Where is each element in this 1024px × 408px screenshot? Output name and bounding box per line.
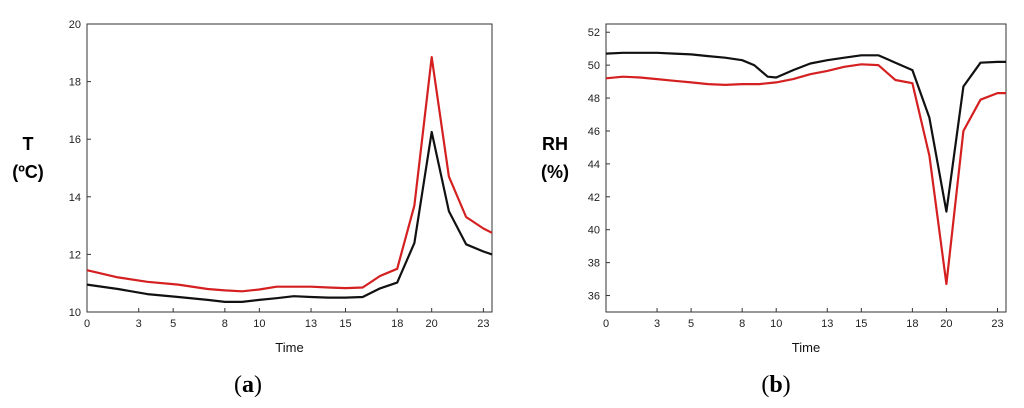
x-tick-label: 3 [136,318,142,330]
panel-label: (a) [234,372,262,398]
x-tick-label: 10 [770,318,782,330]
chart-panel-b: 0 3 5 8 10 13 15 18 20 23 36 38 40 42 44 46 48 50 52 Time RH… [541,23,1007,398]
series-line-1 [86,55,493,293]
x-tick-label: 15 [339,318,351,330]
x-tick-label: 13 [821,318,833,330]
x-tick-label: 18 [391,318,403,330]
x-tick-label: 20 [940,318,952,330]
x-tick-label: 15 [855,318,867,330]
y-tick-label: 46 [588,126,600,138]
x-axis-title: Time [792,340,820,355]
y-axis-title: (%) [541,162,569,182]
x-tick-label: 18 [906,318,918,330]
y-tick-label: 20 [69,19,81,31]
y-tick-label: 52 [588,27,600,39]
y-tick-label: 44 [588,159,600,171]
x-tick-label: 5 [170,318,176,330]
y-tick-label: 40 [588,225,600,237]
x-tick-label: 8 [222,318,228,330]
series-line-2 [605,51,1006,213]
y-tick-label: 36 [588,291,600,303]
y-axis-title: (ºC) [12,162,44,182]
y-axis-title: RH [542,134,568,154]
y-tick-label: 14 [69,192,81,204]
y-axis-title: T [23,134,34,154]
x-tick-label: 23 [991,318,1003,330]
x-tick-label: 0 [603,318,609,330]
x-tick-label: 13 [305,318,317,330]
y-tick-label: 42 [588,192,600,204]
plot-frame [605,23,1007,313]
y-tick-label: 16 [69,134,81,146]
y-tick-label: 38 [588,258,600,270]
x-tick-label: 23 [477,318,489,330]
x-axis-title: Time [275,340,303,355]
x-tick-label: 20 [426,318,438,330]
chart-panel-a: 0 3 5 8 10 13 15 18 20 23 10 12 14 16 18 20 Time T (ºC) (a) [12,19,493,398]
plot-frame [86,23,493,313]
y-tick-label: 50 [588,60,600,72]
x-tick-label: 8 [739,318,745,330]
x-tick-label: 5 [688,318,694,330]
y-tick-label: 12 [69,249,81,261]
x-tick-label: 3 [654,318,660,330]
x-tick-label: 0 [84,318,90,330]
y-tick-label: 48 [588,93,600,105]
y-tick-label: 18 [69,77,81,89]
x-tick-label: 10 [253,318,265,330]
y-tick-label: 10 [69,307,81,319]
series-line-2 [86,130,493,303]
series-line-1 [605,63,1006,286]
panel-label: (b) [761,372,790,398]
